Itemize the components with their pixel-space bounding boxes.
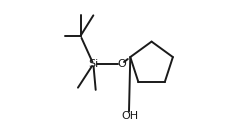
- Text: O: O: [117, 59, 126, 69]
- Text: Si: Si: [88, 59, 98, 69]
- Text: OH: OH: [121, 111, 138, 121]
